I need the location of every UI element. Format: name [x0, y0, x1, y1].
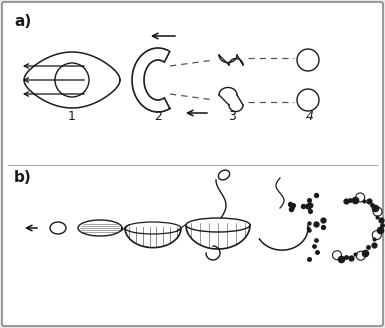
Text: 1: 1 [68, 110, 76, 123]
Text: b): b) [14, 170, 32, 185]
Text: 2: 2 [154, 110, 162, 123]
Text: a): a) [14, 14, 31, 29]
FancyBboxPatch shape [2, 2, 383, 326]
Text: 3: 3 [228, 110, 236, 123]
Text: 4: 4 [306, 110, 314, 123]
